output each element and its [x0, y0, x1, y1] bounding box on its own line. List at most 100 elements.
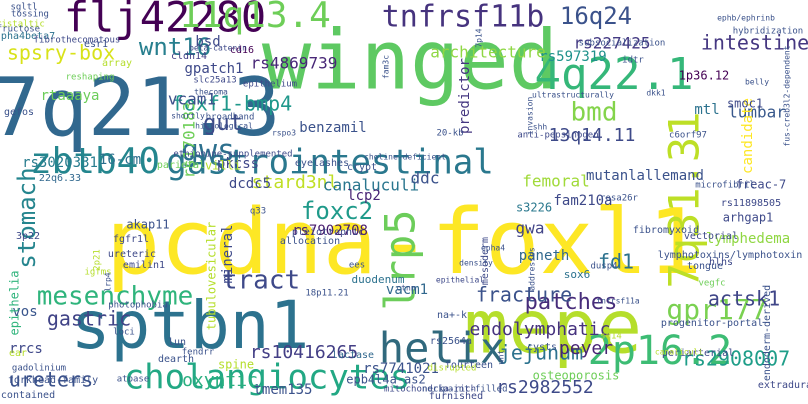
cloud-word: rs2564a: [430, 336, 472, 347]
cloud-word: rs597319: [539, 49, 606, 65]
cloud-word: spine: [218, 358, 254, 372]
cloud-word: 2p16.2: [588, 328, 733, 374]
cloud-word: duodenum: [352, 273, 405, 286]
cloud-word: fam3c: [382, 55, 391, 79]
cloud-word: epithelia: [8, 270, 22, 335]
cloud-word: dusp4: [590, 262, 617, 272]
cloud-word: slc25a13: [193, 76, 236, 86]
cloud-word: osteoporosis: [533, 369, 620, 383]
cloud-word: 7q21.3: [0, 61, 280, 154]
cloud-word: shh: [533, 123, 548, 132]
cloud-word: tubulovesicular: [205, 222, 219, 330]
cloud-word: parietal: [157, 160, 205, 171]
cloud-word: rs227425: [573, 34, 650, 53]
cloud-word: fourteen: [445, 360, 493, 371]
cloud-word: mepe: [464, 285, 642, 371]
cloud-word: gadolinium: [12, 364, 66, 374]
cloud-word: epb4l4a-as2: [346, 373, 425, 387]
cloud-word: fus-creb3l2-dependent: [783, 45, 792, 146]
cloud-word: dcdc5: [229, 176, 271, 192]
cloud-word: addresses: [528, 247, 537, 291]
cloud-word: d-fructose: [0, 25, 40, 35]
cloud-word: 2p21: [93, 249, 103, 271]
cloud-word: oxyntic: [182, 370, 258, 391]
cloud-word: beta-catenin: [189, 44, 247, 53]
cloud-word: ees: [349, 261, 365, 271]
cloud-word: 3p22: [16, 231, 40, 242]
cloud-word: rs170183: [180, 101, 199, 178]
cloud-word: progenitor-portal: [661, 318, 763, 329]
cloud-word: tract: [222, 266, 300, 296]
cloud-word: fendrr: [182, 348, 215, 358]
cloud-word: periarterial: [662, 348, 734, 359]
cloud-word: c6orf97: [669, 131, 707, 141]
cloud-word: igfms: [84, 268, 111, 278]
cloud-word: contained: [1, 390, 55, 401]
cloud-word: disrupted: [428, 364, 477, 374]
cloud-word: neck: [422, 385, 444, 395]
cloud-word: lrp5: [376, 209, 425, 310]
cloud-word: eyelashes: [295, 158, 349, 169]
cloud-word: lcp2: [347, 188, 381, 204]
cloud-word: cd16: [230, 45, 254, 56]
cloud-word: paint-filled: [442, 385, 507, 395]
cloud-word: 16-cm: [99, 152, 141, 168]
cloud-word: microfibril: [695, 181, 755, 191]
cloud-word: gpatch1: [184, 61, 243, 77]
cloud-word: fibrothecomatous: [34, 36, 121, 46]
cloud-word: tongue: [687, 261, 723, 272]
cloud-word: foxf1-bmp4: [172, 92, 292, 116]
cloud-word: jejunum: [499, 341, 583, 365]
cloud-word: extradural: [758, 380, 808, 391]
cloud-word: invasion: [526, 97, 535, 136]
cloud-word: lymphotoxins/lymphotoxin: [658, 250, 803, 261]
cloud-word: bsd: [195, 34, 220, 50]
cloud-word: patches: [525, 290, 618, 315]
cloud-word: benzamil: [299, 120, 366, 136]
cloud-word: architecture: [430, 43, 546, 62]
cloud-word: pcdna-foxl1: [106, 190, 702, 295]
cloud-word: endolymphatic: [470, 319, 611, 340]
cloud-word: tossing: [11, 10, 49, 20]
cloud-word: atpase: [117, 375, 150, 385]
cloud-word: loci: [113, 328, 135, 338]
cloud-word: rs4869739: [251, 54, 338, 73]
cloud-word: vcam1: [168, 90, 216, 109]
cloud-word: rs10416265: [250, 342, 358, 363]
cloud-word: 13q14.11: [549, 125, 636, 146]
cloud-word: 22q6.33: [39, 173, 81, 184]
cloud-word: crypt: [347, 162, 377, 173]
cloud-word: ctnn: [396, 284, 415, 293]
cloud-word: smoc1: [727, 97, 763, 111]
cloud-word: fibromyxoid: [633, 225, 699, 236]
cloud-word: ureteric: [108, 249, 156, 260]
cloud-word: epithelium: [243, 80, 297, 90]
cloud-word: rs2908007: [682, 347, 790, 371]
cloud-word: foxc2: [301, 197, 373, 225]
cloud-word: vacm1: [386, 282, 428, 298]
cloud-word: spsry-box: [7, 41, 115, 65]
cloud-word: vegfc: [698, 279, 725, 289]
cloud-word: forkhead-family: [8, 375, 98, 386]
cloud-word: choline-deficient: [364, 153, 446, 162]
cloud-word: subsocialization: [579, 39, 666, 49]
cloud-word: esr1: [84, 39, 108, 50]
cloud-word: ethionine-supplemented: [173, 150, 292, 160]
cloud-word: ureters: [9, 368, 93, 392]
cloud-word: rs7741021: [363, 361, 439, 377]
cloud-word: rs11898505: [721, 198, 781, 209]
cloud-word: mtl: [694, 102, 719, 118]
cloud-word: reshaping: [66, 73, 115, 83]
cloud-word: cldn14: [171, 51, 207, 62]
cloud-word: fd1: [598, 250, 634, 274]
cloud-word: epha4: [481, 244, 505, 253]
cloud-word: 16q24: [560, 2, 632, 30]
cloud-word: flj42280: [64, 0, 266, 42]
cloud-word: canaliculi: [655, 348, 703, 357]
cloud-word: rs7902708: [292, 223, 368, 239]
cloud-word: intestine: [701, 31, 808, 55]
cloud-word: vectorial: [684, 231, 738, 242]
cloud-word: 18p11.21: [305, 289, 348, 299]
cloud-word: wnt: [497, 350, 506, 365]
